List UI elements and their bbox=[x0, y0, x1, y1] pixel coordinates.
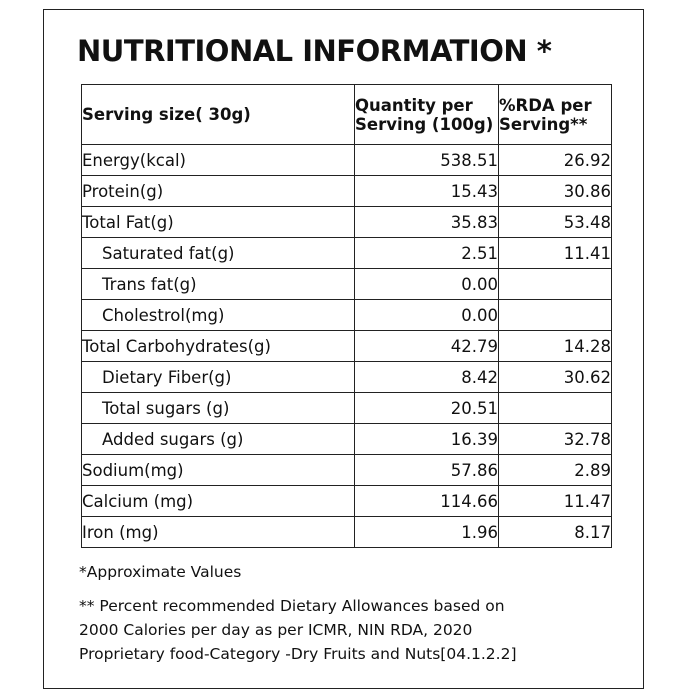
nutrient-rda: 53.48 bbox=[498, 206, 612, 238]
table-row: Iron (mg) 1.96 8.17 bbox=[81, 516, 612, 548]
nutrient-rda: 11.41 bbox=[498, 237, 612, 269]
approximate-values-note: *Approximate Values bbox=[79, 563, 242, 581]
nutrition-panel bbox=[43, 9, 644, 689]
nutrient-rda: 26.92 bbox=[498, 144, 612, 176]
nutrient-quantity: 35.83 bbox=[354, 206, 499, 238]
table-row: Saturated fat(g) 2.51 11.41 bbox=[81, 237, 612, 269]
food-category-note: Proprietary food-Category -Dry Fruits an… bbox=[79, 645, 517, 663]
nutrient-name: Saturated fat(g) bbox=[81, 237, 355, 269]
nutrient-rda: 11.47 bbox=[498, 485, 612, 517]
nutrient-rda: 14.28 bbox=[498, 330, 612, 362]
nutrient-name: Calcium (mg) bbox=[81, 485, 355, 517]
nutrient-name: Iron (mg) bbox=[81, 516, 355, 548]
nutrient-name: Total Carbohydrates(g) bbox=[81, 330, 355, 362]
nutrient-quantity: 1.96 bbox=[354, 516, 499, 548]
rda-note-line2: 2000 Calories per day as per ICMR, NIN R… bbox=[79, 621, 473, 639]
nutrient-rda: 8.17 bbox=[498, 516, 612, 548]
nutrient-name: Sodium(mg) bbox=[81, 454, 355, 486]
table-row: Protein(g) 15.43 30.86 bbox=[81, 175, 612, 207]
nutrient-rda: 2.89 bbox=[498, 454, 612, 486]
nutrient-rda: 32.78 bbox=[498, 423, 612, 455]
nutrient-quantity: 538.51 bbox=[354, 144, 499, 176]
table-header-row: Serving size( 30g) Quantity per Serving … bbox=[81, 84, 612, 145]
nutrient-quantity: 15.43 bbox=[354, 175, 499, 207]
table-row: Calcium (mg) 114.66 11.47 bbox=[81, 485, 612, 517]
nutrient-quantity: 114.66 bbox=[354, 485, 499, 517]
table-row: Energy(kcal) 538.51 26.92 bbox=[81, 144, 612, 176]
serving-size-header: Serving size( 30g) bbox=[81, 84, 355, 145]
nutrient-name: Trans fat(g) bbox=[81, 268, 355, 300]
nutrient-rda: 30.62 bbox=[498, 361, 612, 393]
nutrient-quantity: 20.51 bbox=[354, 392, 499, 424]
nutrient-quantity: 2.51 bbox=[354, 237, 499, 269]
table-row: Dietary Fiber(g) 8.42 30.62 bbox=[81, 361, 612, 393]
nutrition-table: Serving size( 30g) Quantity per Serving … bbox=[81, 84, 612, 548]
nutrient-quantity: 8.42 bbox=[354, 361, 499, 393]
nutrient-name: Cholestrol(mg) bbox=[81, 299, 355, 331]
quantity-header-line2: Serving (100g) bbox=[355, 114, 494, 134]
table-row: Sodium(mg) 57.86 2.89 bbox=[81, 454, 612, 486]
table-row: Total Fat(g) 35.83 53.48 bbox=[81, 206, 612, 238]
nutrient-name: Total sugars (g) bbox=[81, 392, 355, 424]
table-row: Cholestrol(mg) 0.00 bbox=[81, 299, 612, 331]
table-row: Total Carbohydrates(g) 42.79 14.28 bbox=[81, 330, 612, 362]
nutrient-name: Added sugars (g) bbox=[81, 423, 355, 455]
page-title: NUTRITIONAL INFORMATION * bbox=[77, 34, 552, 68]
nutrient-rda bbox=[498, 268, 612, 300]
nutrient-quantity: 16.39 bbox=[354, 423, 499, 455]
nutrient-rda bbox=[498, 392, 612, 424]
nutrient-name: Protein(g) bbox=[81, 175, 355, 207]
quantity-header-line1: Quantity per bbox=[355, 95, 473, 115]
nutrient-name: Dietary Fiber(g) bbox=[81, 361, 355, 393]
rda-header-line1: %RDA per bbox=[499, 95, 592, 115]
footnote-spacer bbox=[79, 584, 517, 594]
nutrient-quantity: 57.86 bbox=[354, 454, 499, 486]
nutrient-name: Energy(kcal) bbox=[81, 144, 355, 176]
rda-note-line1: ** Percent recommended Dietary Allowance… bbox=[79, 597, 505, 615]
quantity-header: Quantity per Serving (100g) bbox=[354, 84, 499, 145]
nutrient-name: Total Fat(g) bbox=[81, 206, 355, 238]
nutrient-quantity: 0.00 bbox=[354, 268, 499, 300]
table-row: Total sugars (g) 20.51 bbox=[81, 392, 612, 424]
rda-header-line2: Serving** bbox=[499, 114, 588, 134]
nutrient-rda: 30.86 bbox=[498, 175, 612, 207]
nutrient-rda bbox=[498, 299, 612, 331]
rda-header: %RDA per Serving** bbox=[498, 84, 612, 145]
nutrient-quantity: 42.79 bbox=[354, 330, 499, 362]
footnotes: *Approximate Values ** Percent recommend… bbox=[79, 560, 517, 666]
nutrient-quantity: 0.00 bbox=[354, 299, 499, 331]
table-row: Added sugars (g) 16.39 32.78 bbox=[81, 423, 612, 455]
table-row: Trans fat(g) 0.00 bbox=[81, 268, 612, 300]
